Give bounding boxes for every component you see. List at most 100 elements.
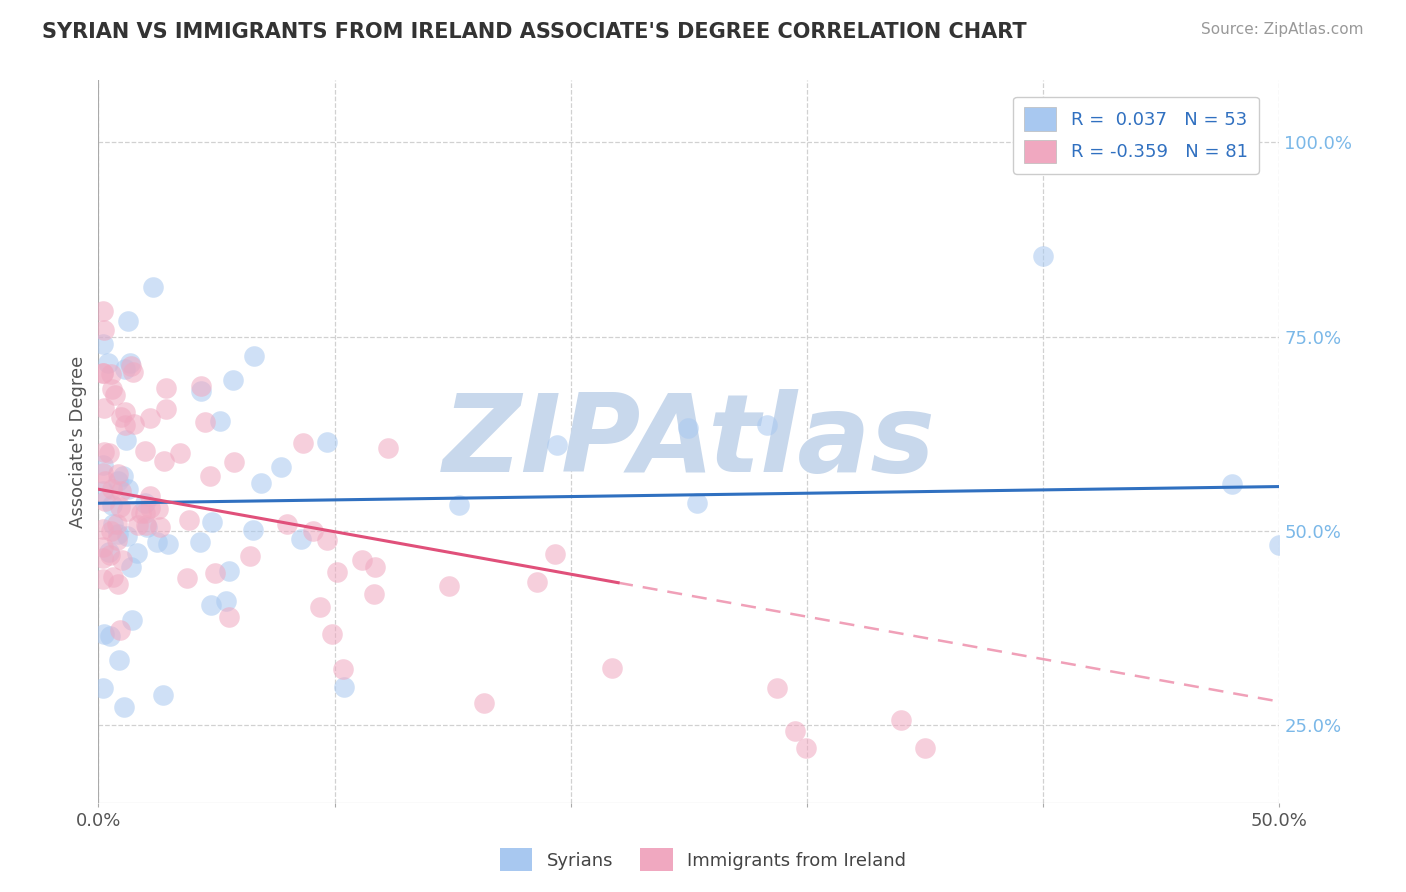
Legend: R =  0.037   N = 53, R = -0.359   N = 81: R = 0.037 N = 53, R = -0.359 N = 81 — [1012, 96, 1258, 174]
Point — [134, 496, 156, 510]
Point — [131, 506, 153, 520]
Point — [100, 498, 122, 512]
Point — [302, 524, 325, 539]
Point — [127, 518, 149, 533]
Point — [105, 533, 128, 548]
Point — [98, 628, 121, 642]
Point — [91, 522, 114, 536]
Point — [97, 356, 120, 370]
Point — [127, 546, 149, 560]
Point — [292, 435, 315, 450]
Point — [107, 576, 129, 591]
Point — [100, 382, 122, 396]
Point — [316, 533, 339, 547]
Point — [208, 414, 231, 428]
Point — [108, 652, 131, 666]
Point — [198, 469, 221, 483]
Point — [177, 513, 200, 527]
Point — [139, 490, 162, 504]
Point — [363, 560, 385, 574]
Point — [149, 520, 172, 534]
Point — [110, 483, 132, 498]
Point — [91, 551, 114, 566]
Point — [756, 417, 779, 432]
Point — [97, 545, 120, 559]
Point — [201, 515, 224, 529]
Point — [121, 613, 143, 627]
Point — [98, 446, 121, 460]
Y-axis label: Associate's Degree: Associate's Degree — [69, 355, 87, 528]
Point — [122, 365, 145, 379]
Point — [242, 523, 264, 537]
Point — [332, 680, 354, 694]
Point — [155, 402, 177, 417]
Point — [243, 349, 266, 363]
Point — [290, 532, 312, 546]
Point — [115, 529, 138, 543]
Point — [112, 700, 135, 714]
Point — [1032, 249, 1054, 263]
Point — [118, 356, 141, 370]
Point — [309, 599, 332, 614]
Point — [101, 482, 124, 496]
Point — [326, 565, 349, 579]
Point — [114, 418, 136, 433]
Point — [439, 580, 461, 594]
Point — [93, 401, 115, 415]
Point — [676, 421, 699, 435]
Point — [91, 366, 114, 380]
Point — [316, 434, 339, 449]
Point — [218, 610, 240, 624]
Point — [152, 689, 174, 703]
Point — [190, 535, 212, 549]
Point — [377, 441, 399, 455]
Point — [686, 496, 709, 510]
Point — [204, 566, 226, 581]
Point — [111, 468, 134, 483]
Legend: Syrians, Immigrants from Ireland: Syrians, Immigrants from Ireland — [492, 841, 914, 879]
Point — [91, 484, 114, 499]
Point — [190, 378, 212, 392]
Point — [93, 445, 115, 459]
Point — [91, 336, 114, 351]
Point — [239, 549, 262, 564]
Point — [100, 367, 122, 381]
Point — [135, 520, 157, 534]
Point — [332, 663, 354, 677]
Point — [363, 587, 385, 601]
Point — [447, 498, 470, 512]
Point — [249, 475, 271, 490]
Point — [156, 537, 179, 551]
Point — [321, 627, 343, 641]
Point — [101, 517, 124, 532]
Text: ZIPAtlas: ZIPAtlas — [443, 389, 935, 494]
Point — [222, 454, 245, 468]
Point — [107, 527, 129, 541]
Point — [111, 552, 134, 566]
Point — [104, 388, 127, 402]
Point — [91, 572, 114, 586]
Point — [783, 724, 806, 739]
Point — [114, 362, 136, 376]
Point — [134, 506, 156, 520]
Point — [890, 714, 912, 728]
Point — [93, 627, 115, 641]
Point — [120, 560, 142, 574]
Point — [218, 564, 240, 578]
Point — [94, 494, 117, 508]
Point — [765, 681, 787, 696]
Point — [110, 623, 132, 637]
Point — [107, 474, 129, 488]
Point — [91, 303, 114, 318]
Point — [796, 741, 818, 756]
Point — [276, 517, 298, 532]
Point — [270, 460, 292, 475]
Point — [176, 572, 198, 586]
Point — [115, 504, 138, 518]
Point — [194, 415, 217, 429]
Point — [115, 434, 138, 448]
Point — [350, 553, 373, 567]
Point — [142, 279, 165, 293]
Point — [526, 574, 548, 589]
Point — [139, 411, 162, 425]
